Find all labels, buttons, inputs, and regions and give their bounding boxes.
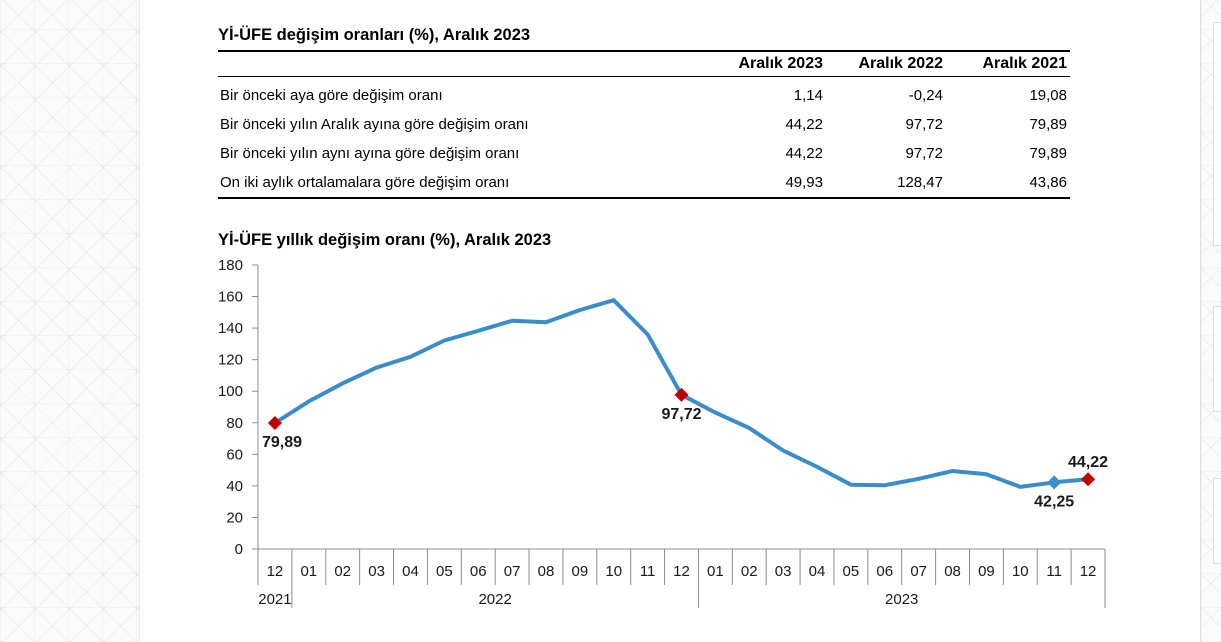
right-decorative-pattern <box>1200 0 1221 642</box>
data-point-marker <box>267 415 282 430</box>
cell-aralik-2022: 97,72 <box>905 116 943 133</box>
y-tick-label: 140 <box>218 320 243 337</box>
cell-aralik-2021: 79,89 <box>1029 145 1067 162</box>
data-label: 42,25 <box>1034 493 1074 510</box>
y-tick-label: 0 <box>235 541 243 558</box>
header-aralik-2022: Aralık 2022 <box>858 55 943 72</box>
x-tick-label: 04 <box>809 563 826 580</box>
header-aralik-2021: Aralık 2021 <box>982 55 1067 72</box>
row-label: Bir önceki yılın Aralık ayına göre değiş… <box>220 116 529 133</box>
data-point-marker <box>1081 472 1096 487</box>
table-row: On iki aylık ortalamalara göre değişim o… <box>218 168 1070 197</box>
x-tick-label: 09 <box>978 563 995 580</box>
x-tick-label: 01 <box>300 563 317 580</box>
table-title: Yİ-ÜFE değişim oranları (%), Aralık 2023 <box>218 26 531 44</box>
cell-aralik-2021: 79,89 <box>1029 116 1067 133</box>
side-card-edge <box>1213 22 1221 246</box>
rates-table: Aralık 2023 Aralık 2022 Aralık 2021 Bir … <box>218 50 1070 199</box>
x-tick-label: 03 <box>775 563 792 580</box>
data-label: 44,22 <box>1068 454 1108 471</box>
cell-aralik-2021: 19,08 <box>1029 87 1067 104</box>
cell-aralik-2023: 44,22 <box>785 116 823 133</box>
side-card-edge <box>1213 306 1221 412</box>
y-tick-label: 20 <box>226 509 243 526</box>
chart-title: Yİ-ÜFE yıllık değişim oranı (%), Aralık … <box>218 231 552 249</box>
header-aralik-2023: Aralık 2023 <box>738 55 823 72</box>
x-tick-label: 06 <box>876 563 893 580</box>
y-tick-label: 180 <box>218 257 243 274</box>
x-tick-label: 11 <box>1046 563 1062 580</box>
x-tick-label: 03 <box>368 563 385 580</box>
x-tick-label: 09 <box>572 563 589 580</box>
data-point-marker <box>1047 475 1062 490</box>
x-tick-label: 11 <box>640 563 656 580</box>
x-tick-label: 04 <box>402 563 419 580</box>
x-tick-label: 12 <box>1080 563 1097 580</box>
x-tick-label: 05 <box>843 563 860 580</box>
x-tick-label: 07 <box>504 563 521 580</box>
table-header-row: Aralık 2023 Aralık 2022 Aralık 2021 <box>218 52 1070 77</box>
x-tick-label: 05 <box>436 563 453 580</box>
cell-aralik-2022: 128,47 <box>897 174 943 191</box>
row-label: On iki aylık ortalamalara göre değişim o… <box>220 174 510 191</box>
cell-aralik-2021: 43,86 <box>1029 174 1067 191</box>
x-year-label: 2021 <box>258 591 291 608</box>
cell-aralik-2022: 97,72 <box>905 145 943 162</box>
x-tick-label: 12 <box>267 563 284 580</box>
x-tick-label: 06 <box>470 563 487 580</box>
table-row: Bir önceki yılın aynı ayına göre değişim… <box>218 139 1070 168</box>
table-row: Bir önceki yılın Aralık ayına göre değiş… <box>218 110 1070 139</box>
cell-aralik-2023: 44,22 <box>785 145 823 162</box>
x-year-label: 2023 <box>885 591 918 608</box>
row-label: Bir önceki yılın aynı ayına göre değişim… <box>220 145 520 162</box>
x-tick-label: 08 <box>944 563 961 580</box>
x-tick-label: 08 <box>538 563 555 580</box>
y-tick-label: 80 <box>226 415 243 432</box>
cell-aralik-2022: -0,24 <box>908 87 943 104</box>
x-tick-label: 10 <box>1012 563 1029 580</box>
x-tick-label: 07 <box>910 563 927 580</box>
cell-aralik-2023: 1,14 <box>793 87 823 104</box>
row-label: Bir önceki aya göre değişim oranı <box>220 87 443 104</box>
y-tick-label: 120 <box>218 352 243 369</box>
side-card-edge <box>1213 478 1221 564</box>
x-tick-label: 01 <box>707 563 724 580</box>
x-tick-label: 02 <box>334 563 351 580</box>
y-tick-label: 160 <box>218 289 243 306</box>
x-tick-label: 02 <box>741 563 758 580</box>
y-tick-label: 40 <box>226 478 243 495</box>
table-row: Bir önceki aya göre değişim oranı 1,14 -… <box>218 81 1070 110</box>
x-year-label: 2022 <box>478 591 511 608</box>
data-point-marker <box>674 387 689 402</box>
left-decorative-pattern <box>0 0 140 642</box>
data-label: 97,72 <box>661 406 701 423</box>
y-tick-label: 100 <box>218 383 243 400</box>
x-tick-label: 12 <box>673 563 690 580</box>
table-body: Bir önceki aya göre değişim oranı 1,14 -… <box>218 77 1070 197</box>
cell-aralik-2023: 49,93 <box>785 174 823 191</box>
x-tick-label: 10 <box>605 563 622 580</box>
data-label: 79,89 <box>262 434 302 451</box>
y-tick-label: 60 <box>226 446 243 463</box>
